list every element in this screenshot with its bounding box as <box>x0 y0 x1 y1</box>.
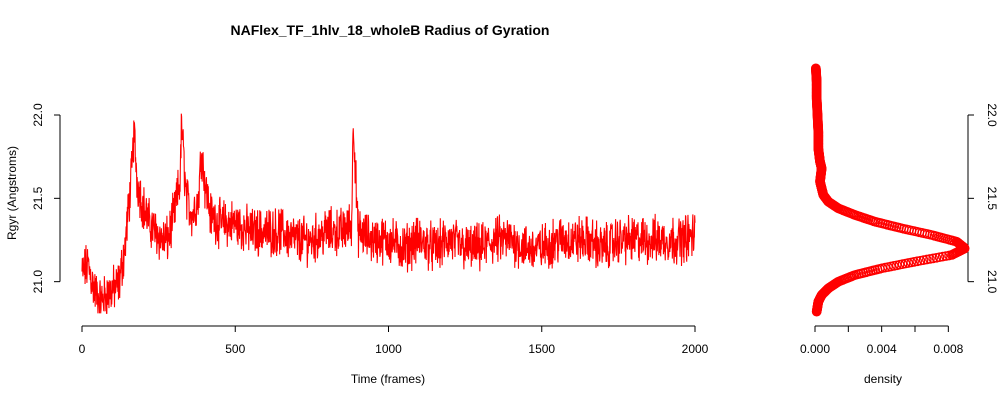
x-tick-label: 2000 <box>682 342 709 356</box>
x-tick-label: 0 <box>79 342 86 356</box>
density-y-tick-label: 21.5 <box>985 187 999 211</box>
density-y-tick-label: 21.0 <box>985 270 999 294</box>
y-tick-label: 22.0 <box>31 103 45 127</box>
x-tick-label: 500 <box>225 342 245 356</box>
density-x-axis-label: density <box>864 372 902 386</box>
timeseries-panel: Time (frames) Rgyr (Angstroms) 0 500 1000 1… <box>5 103 709 386</box>
timeseries-axes: 0 500 1000 1500 2000 21.0 21.5 22.0 <box>31 103 709 356</box>
density-x-tick-label: 0.000 <box>800 342 830 356</box>
rgyr-series-line <box>81 113 696 314</box>
density-panel: density 0.000 0.004 0.008 21.0 21.5 22.0 <box>800 63 999 386</box>
density-axes: 0.000 0.004 0.008 21.0 21.5 22.0 <box>800 103 999 356</box>
chart-title: NAFlex_TF_1hlv_18_wholeB Radius of Gyrat… <box>231 22 550 38</box>
y-tick-label: 21.0 <box>31 270 45 294</box>
density-point <box>810 63 821 74</box>
density-points <box>810 63 970 317</box>
y-axis-label: Rgyr (Angstroms) <box>5 146 19 240</box>
x-tick-label: 1000 <box>375 342 402 356</box>
x-tick-label: 1500 <box>528 342 555 356</box>
y-tick-label: 21.5 <box>31 186 45 210</box>
density-x-tick-label: 0.004 <box>867 342 897 356</box>
timeseries-series <box>81 113 696 314</box>
x-axis-label: Time (frames) <box>351 372 425 386</box>
density-y-tick-label: 22.0 <box>985 103 999 127</box>
density-x-tick-label: 0.008 <box>933 342 963 356</box>
